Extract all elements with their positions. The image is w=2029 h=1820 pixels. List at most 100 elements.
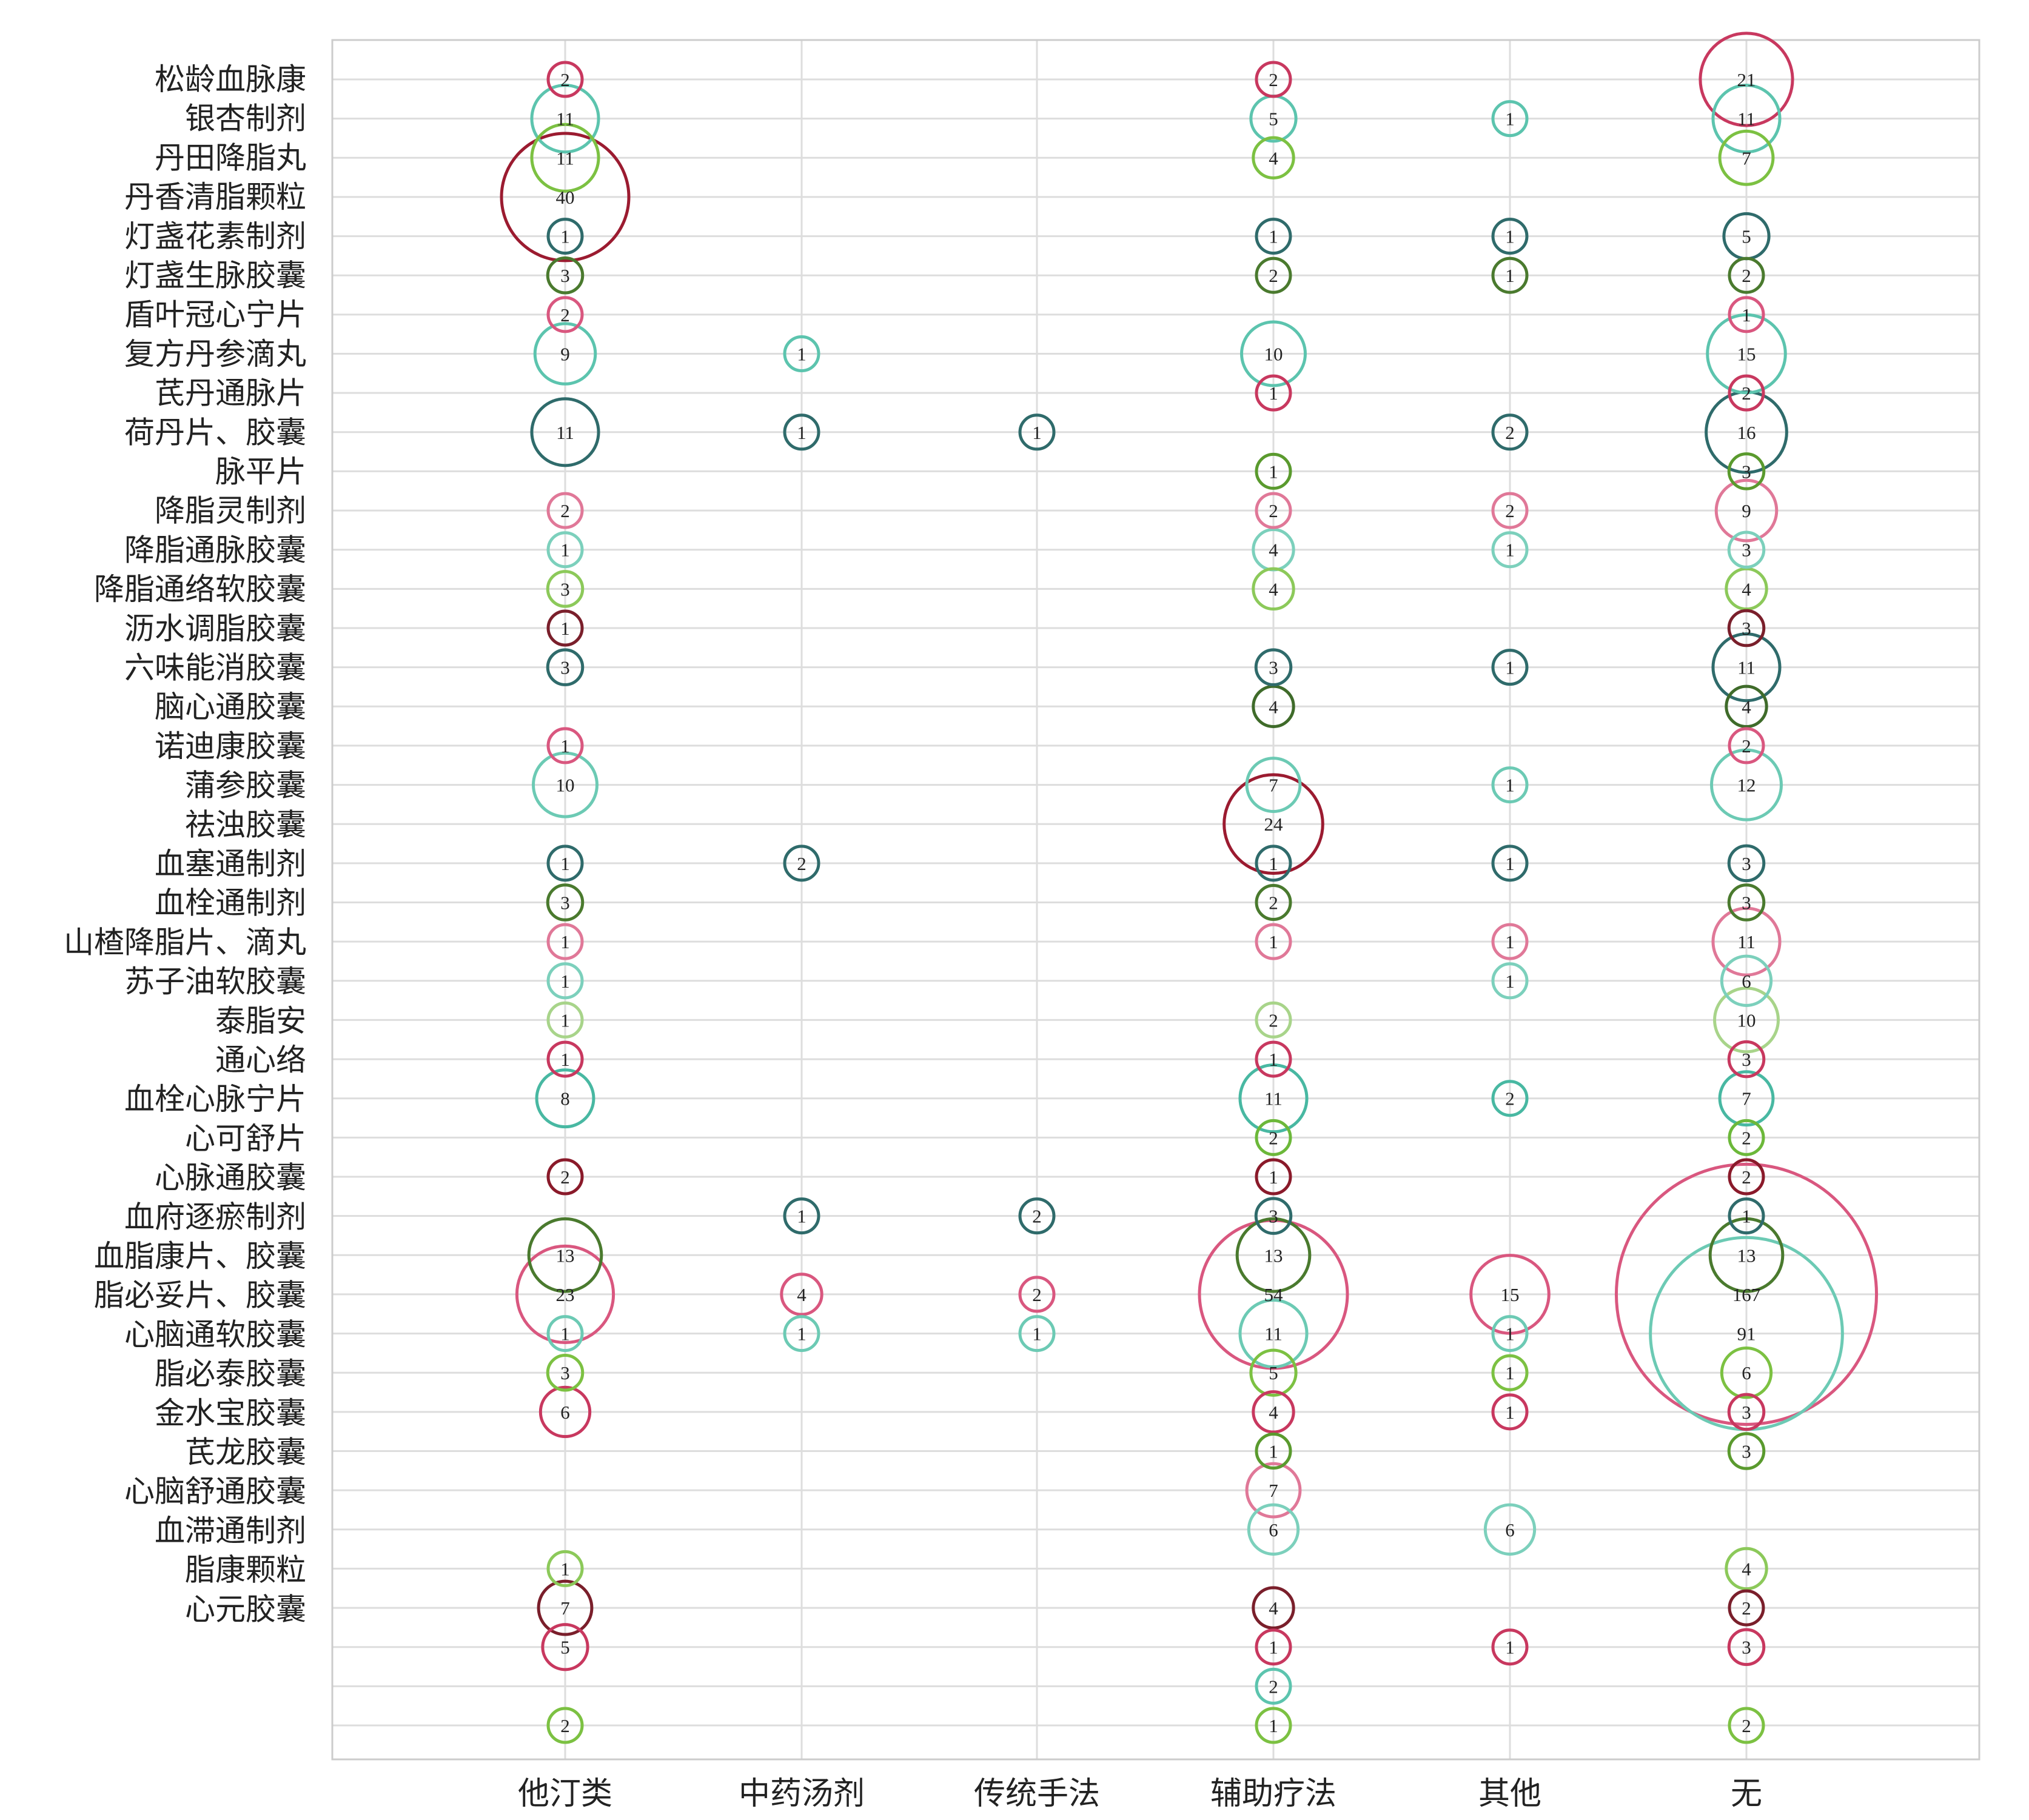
bubble-value-label: 2 [1269, 265, 1278, 286]
bubble-value-label: 11 [1264, 1323, 1283, 1345]
plot-frame [331, 39, 1980, 1761]
bubble-value-label: 2 [1742, 265, 1751, 286]
bubble-point [1491, 1628, 1529, 1666]
bubble-point [1713, 986, 1780, 1054]
bubble-point [1252, 1390, 1295, 1434]
bubble-value-label: 1 [1269, 1049, 1278, 1070]
bubble-value-label: 3 [1742, 461, 1751, 482]
bubble-point [1018, 413, 1056, 451]
y-tick-label: 金水宝胶囊 [155, 1396, 306, 1431]
bubble-point [533, 322, 597, 386]
bubble-point [1706, 313, 1787, 395]
bubble-value-label: 2 [1742, 1166, 1751, 1188]
bubble-value-label: 1 [797, 1323, 807, 1345]
bubble-point [1728, 296, 1765, 333]
y-tick-label: 六味能消胶囊 [124, 651, 306, 686]
y-tick-label: 祛浊胶囊 [185, 807, 306, 842]
bubble-point [1711, 84, 1782, 154]
bubble-point [1252, 684, 1295, 728]
bubble-value-label: 1 [1505, 657, 1515, 678]
bubble-value-label: 2 [560, 1715, 570, 1736]
bubble-value-label: 15 [1501, 1284, 1520, 1305]
bubble-point [1708, 1217, 1785, 1293]
bubble-value-label: 13 [1737, 1245, 1756, 1266]
bubble-value-label: 1 [1269, 853, 1278, 874]
x-tick-label: 中药汤剂 [739, 1776, 865, 1812]
bubble-value-label: 6 [1269, 1519, 1278, 1541]
bubble-value-label: 21 [1737, 69, 1756, 90]
bubble-point [783, 1315, 820, 1353]
bubble-point [546, 609, 584, 647]
bubble-point [1245, 757, 1302, 813]
bubble-value-label: 11 [556, 109, 574, 130]
bubble-point [1491, 1080, 1529, 1117]
bubble-point [546, 531, 584, 569]
bubble-value-label: 5 [1269, 109, 1278, 130]
bubble-point [1727, 530, 1766, 569]
bubble-value-label: 2 [1269, 1009, 1278, 1031]
bubble-value-label: 1 [1505, 109, 1515, 130]
bubble-point [1491, 531, 1529, 569]
bubble-point [1727, 609, 1766, 647]
bubble-value-label: 3 [1742, 853, 1751, 874]
bubble-point [783, 335, 820, 372]
bubble-point [546, 1001, 584, 1039]
bubble-point [1720, 1347, 1773, 1399]
bubble-point [546, 845, 584, 882]
bubble-value-label: 1 [1505, 265, 1515, 286]
bubble-point [1711, 632, 1782, 703]
x-tick-label: 其他 [1478, 1776, 1541, 1812]
bubble-point [1725, 684, 1768, 728]
bubble-value-label: 1 [1269, 226, 1278, 247]
bubble-point [530, 122, 600, 193]
y-tick-label: 丹香清脂颗粒 [124, 179, 306, 215]
bubble-point [1252, 567, 1295, 611]
bubble-value-label: 4 [1269, 696, 1278, 717]
bubble-value-label: 1 [1269, 1441, 1278, 1462]
bubble-point [1728, 1197, 1765, 1235]
bubble-value-label: 2 [1505, 1088, 1515, 1109]
y-tick-label: 通心络 [215, 1043, 306, 1078]
bubble-point [1252, 1586, 1295, 1630]
y-tick-label: 血府逐瘀制剂 [124, 1199, 306, 1234]
y-tick-label: 心脑舒通胶囊 [124, 1474, 306, 1509]
bubble-value-label: 1 [1269, 931, 1278, 952]
bubble-point [1255, 845, 1292, 882]
bubble-point [1727, 1393, 1766, 1431]
y-tick-label: 血塞通制剂 [155, 846, 306, 882]
y-tick-label: 脂康颗粒 [185, 1553, 306, 1588]
y-tick-label: 心脉通胶囊 [155, 1160, 306, 1196]
y-tick-label: 灯盏花素制剂 [124, 219, 306, 254]
bubble-value-label: 1 [560, 1558, 570, 1579]
bubble-value-label: 1 [1269, 1637, 1278, 1658]
bubble-value-label: 2 [1742, 1715, 1751, 1736]
bubble-point [527, 1217, 603, 1293]
bubble-point [1255, 1119, 1292, 1156]
bubble-value-label: 2 [560, 1166, 570, 1188]
bubble-value-label: 2 [1742, 1598, 1751, 1619]
bubble-point [535, 1068, 595, 1129]
bubble-value-label: 1 [797, 344, 807, 365]
y-tick-label: 芪丹通脉片 [155, 376, 306, 411]
bubble-value-label: 1 [1742, 304, 1751, 326]
bubble-point [1718, 129, 1775, 186]
y-tick-label: 荷丹片、胶囊 [124, 415, 306, 450]
bubble-point [1491, 923, 1529, 960]
y-tick-label: 脑心通胶囊 [155, 689, 306, 724]
bubble-point [1491, 1354, 1529, 1391]
y-tick-label: 沥水调脂胶囊 [124, 611, 306, 646]
bubble-point [1491, 100, 1529, 138]
bubble-point [1491, 1393, 1529, 1431]
bubble-point [1728, 1158, 1765, 1196]
y-tick-label: 降脂通脉胶囊 [124, 532, 306, 567]
bubble-point [1491, 256, 1529, 294]
bubble-value-label: 7 [1742, 1088, 1751, 1109]
bubble-value-label: 5 [1269, 1362, 1278, 1383]
x-tick-label: 无 [1731, 1776, 1762, 1812]
bubble-value-label: 10 [1264, 344, 1283, 365]
bubble-point [1727, 883, 1766, 922]
bubble-value-label: 2 [1742, 1127, 1751, 1148]
bubble-point [1728, 1589, 1765, 1627]
y-tick-label: 心可舒片 [185, 1121, 306, 1156]
